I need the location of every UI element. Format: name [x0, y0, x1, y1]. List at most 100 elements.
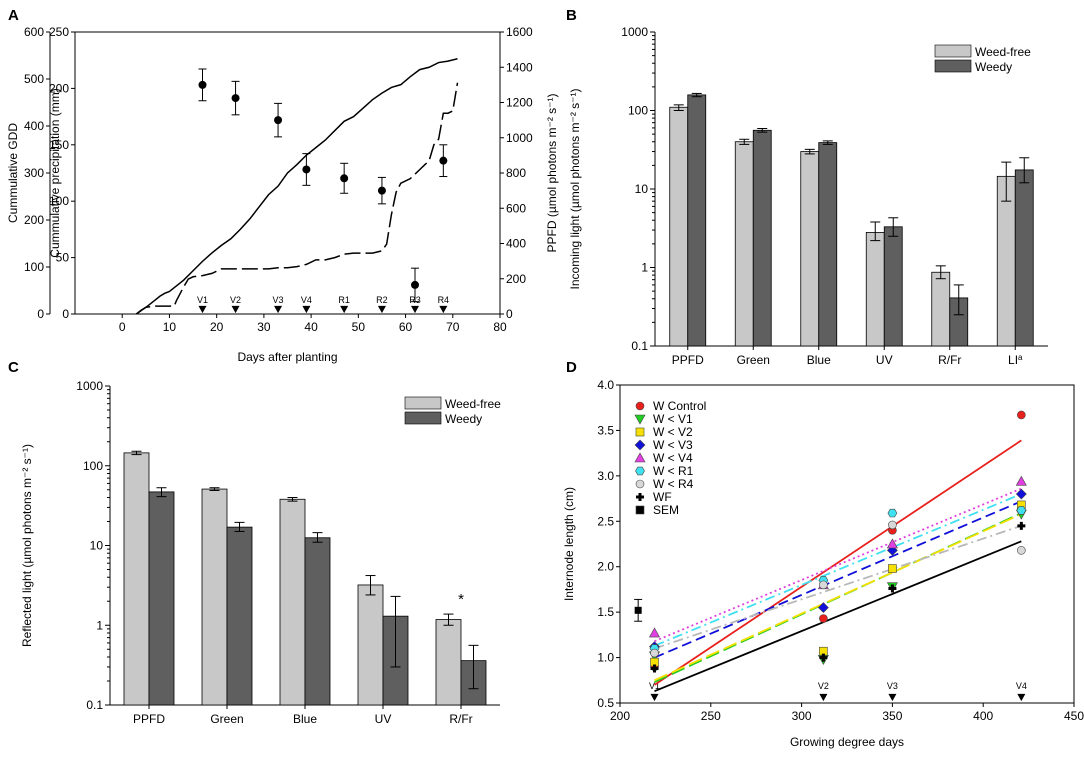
- category-label: PPFD: [133, 712, 165, 726]
- stage-marker-a: [340, 305, 349, 314]
- stage-label-d: V4: [1016, 681, 1027, 691]
- bar-weedfree: [669, 106, 689, 347]
- fit-line: [654, 493, 1022, 647]
- data-point: [819, 614, 828, 623]
- ppfd-point: [411, 280, 419, 289]
- precip-tick-label: 0: [62, 307, 69, 321]
- significance-asterisk: *: [458, 591, 464, 608]
- legend-label: W < V1: [653, 412, 693, 426]
- data-point: [817, 602, 829, 614]
- ppfd-tick-label: 1400: [506, 60, 533, 74]
- bar-weedy: [226, 526, 253, 706]
- data-point: [1017, 410, 1026, 420]
- y-tick-label: 100: [83, 459, 103, 473]
- ppfd-tick-label: 1600: [506, 25, 533, 39]
- legend-swatch: [404, 411, 442, 425]
- legend-swatch: [934, 59, 972, 73]
- gdd-tick-label: 200: [24, 213, 44, 227]
- bar-weedy: [304, 537, 331, 706]
- y-tick-label: 10: [90, 539, 104, 553]
- ppfd-point: [231, 94, 240, 103]
- bar-weedy: [752, 129, 772, 347]
- plot-frame: [619, 384, 1075, 704]
- stage-label-d: V2: [818, 681, 829, 691]
- category-label: R/Fr: [449, 712, 472, 726]
- precip-series-line: [135, 82, 459, 315]
- y-tick-label: 1000: [76, 379, 103, 393]
- ppfd-point: [377, 186, 386, 195]
- x-tick-label: 40: [304, 320, 318, 334]
- panel-a: A010020030040050060005010015020025002004…: [6, 7, 559, 364]
- bar-weedfree: [435, 619, 462, 706]
- y-tick-label: 10: [635, 182, 649, 196]
- x-tick-label: 300: [792, 709, 812, 723]
- category-label: LIa: [1008, 353, 1023, 368]
- legend-marker: [635, 466, 645, 476]
- data-point: [1016, 506, 1027, 515]
- legend-label: WF: [653, 490, 672, 504]
- ppfd-axis-title: PPFD (µmol photons m⁻² s⁻¹): [545, 94, 559, 253]
- legend-label: Weed-free: [975, 45, 1031, 59]
- legend-label: Weedy: [975, 60, 1012, 74]
- category-label: R/Fr: [938, 353, 961, 367]
- x-tick-label: 0: [119, 320, 126, 334]
- stage-label-a: R2: [376, 295, 388, 305]
- stage-marker-a: [231, 305, 240, 314]
- panel-letter-d: D: [566, 359, 577, 376]
- stage-label-a: V4: [301, 295, 312, 305]
- bar-weedfree: [865, 231, 885, 347]
- x-tick-label: 10: [163, 320, 177, 334]
- ppfd-point: [340, 174, 349, 183]
- bar-weedfree: [800, 151, 820, 347]
- y-tick-label: 0.1: [86, 698, 103, 712]
- panel-d: D 200 250 300 350 400 450 0.5 1.0 1.5 2.0 2.5 3.0 3.5…: [562, 359, 1084, 749]
- data-point: [887, 508, 898, 518]
- ppfd-tick-label: 200: [506, 272, 526, 286]
- stage-label-d: V3: [887, 681, 898, 691]
- y-tick-label: 2.5: [597, 514, 614, 528]
- fit-line: [654, 439, 1022, 686]
- x-tick-label: 50: [352, 320, 366, 334]
- precip-axis-title: Cummulative precipitation (mm): [48, 88, 62, 257]
- legend-marker: [634, 414, 646, 425]
- x-tick-label: 70: [446, 320, 460, 334]
- legend-swatch: [404, 396, 442, 410]
- x-tick-label: 450: [1064, 709, 1084, 723]
- y-tick-label: 1: [96, 618, 103, 632]
- panel-c: C 0.1 1 10 100 1000 Reflected light (µmol phot…: [8, 359, 501, 726]
- category-label: Blue: [807, 353, 831, 367]
- x-tick-label: 80: [493, 320, 507, 334]
- legend-marker: [635, 505, 645, 515]
- ppfd-point: [439, 156, 448, 165]
- legend-marker: [635, 479, 645, 489]
- y-axis-title: Internode length (cm): [562, 487, 576, 601]
- gdd-tick-label: 0: [37, 307, 44, 321]
- panel-letter-a: A: [8, 7, 19, 24]
- y-tick-label: 3.0: [597, 469, 614, 483]
- precip-tick-label: 250: [49, 25, 69, 39]
- precip-tick-label: 100: [49, 194, 69, 208]
- stage-marker-a: [439, 305, 448, 314]
- stage-label-a: R4: [438, 295, 450, 305]
- category-superscript: a: [1018, 353, 1023, 362]
- stage-label-a: R1: [338, 295, 350, 305]
- bar-weedy: [687, 94, 707, 347]
- data-point: [1017, 546, 1026, 555]
- legend-marker: [634, 452, 646, 463]
- ppfd-point: [198, 80, 207, 89]
- legend-label: W < R1: [653, 464, 694, 478]
- fit-line: [654, 513, 1022, 682]
- legend-label: W < V2: [653, 425, 693, 439]
- gdd-axis-title: Cummulative GDD: [6, 123, 20, 223]
- stage-label-a: V1: [197, 295, 208, 305]
- ppfd-tick-label: 400: [506, 237, 526, 251]
- data-point: [819, 580, 828, 590]
- y-tick-label: 1.0: [597, 651, 614, 665]
- ppfd-point: [302, 165, 311, 174]
- category-label: UV: [876, 353, 893, 367]
- bar-weedfree: [201, 488, 228, 706]
- y-tick-label: 2.0: [597, 560, 614, 574]
- legend-marker: [635, 427, 645, 437]
- bar-weedfree: [279, 498, 306, 706]
